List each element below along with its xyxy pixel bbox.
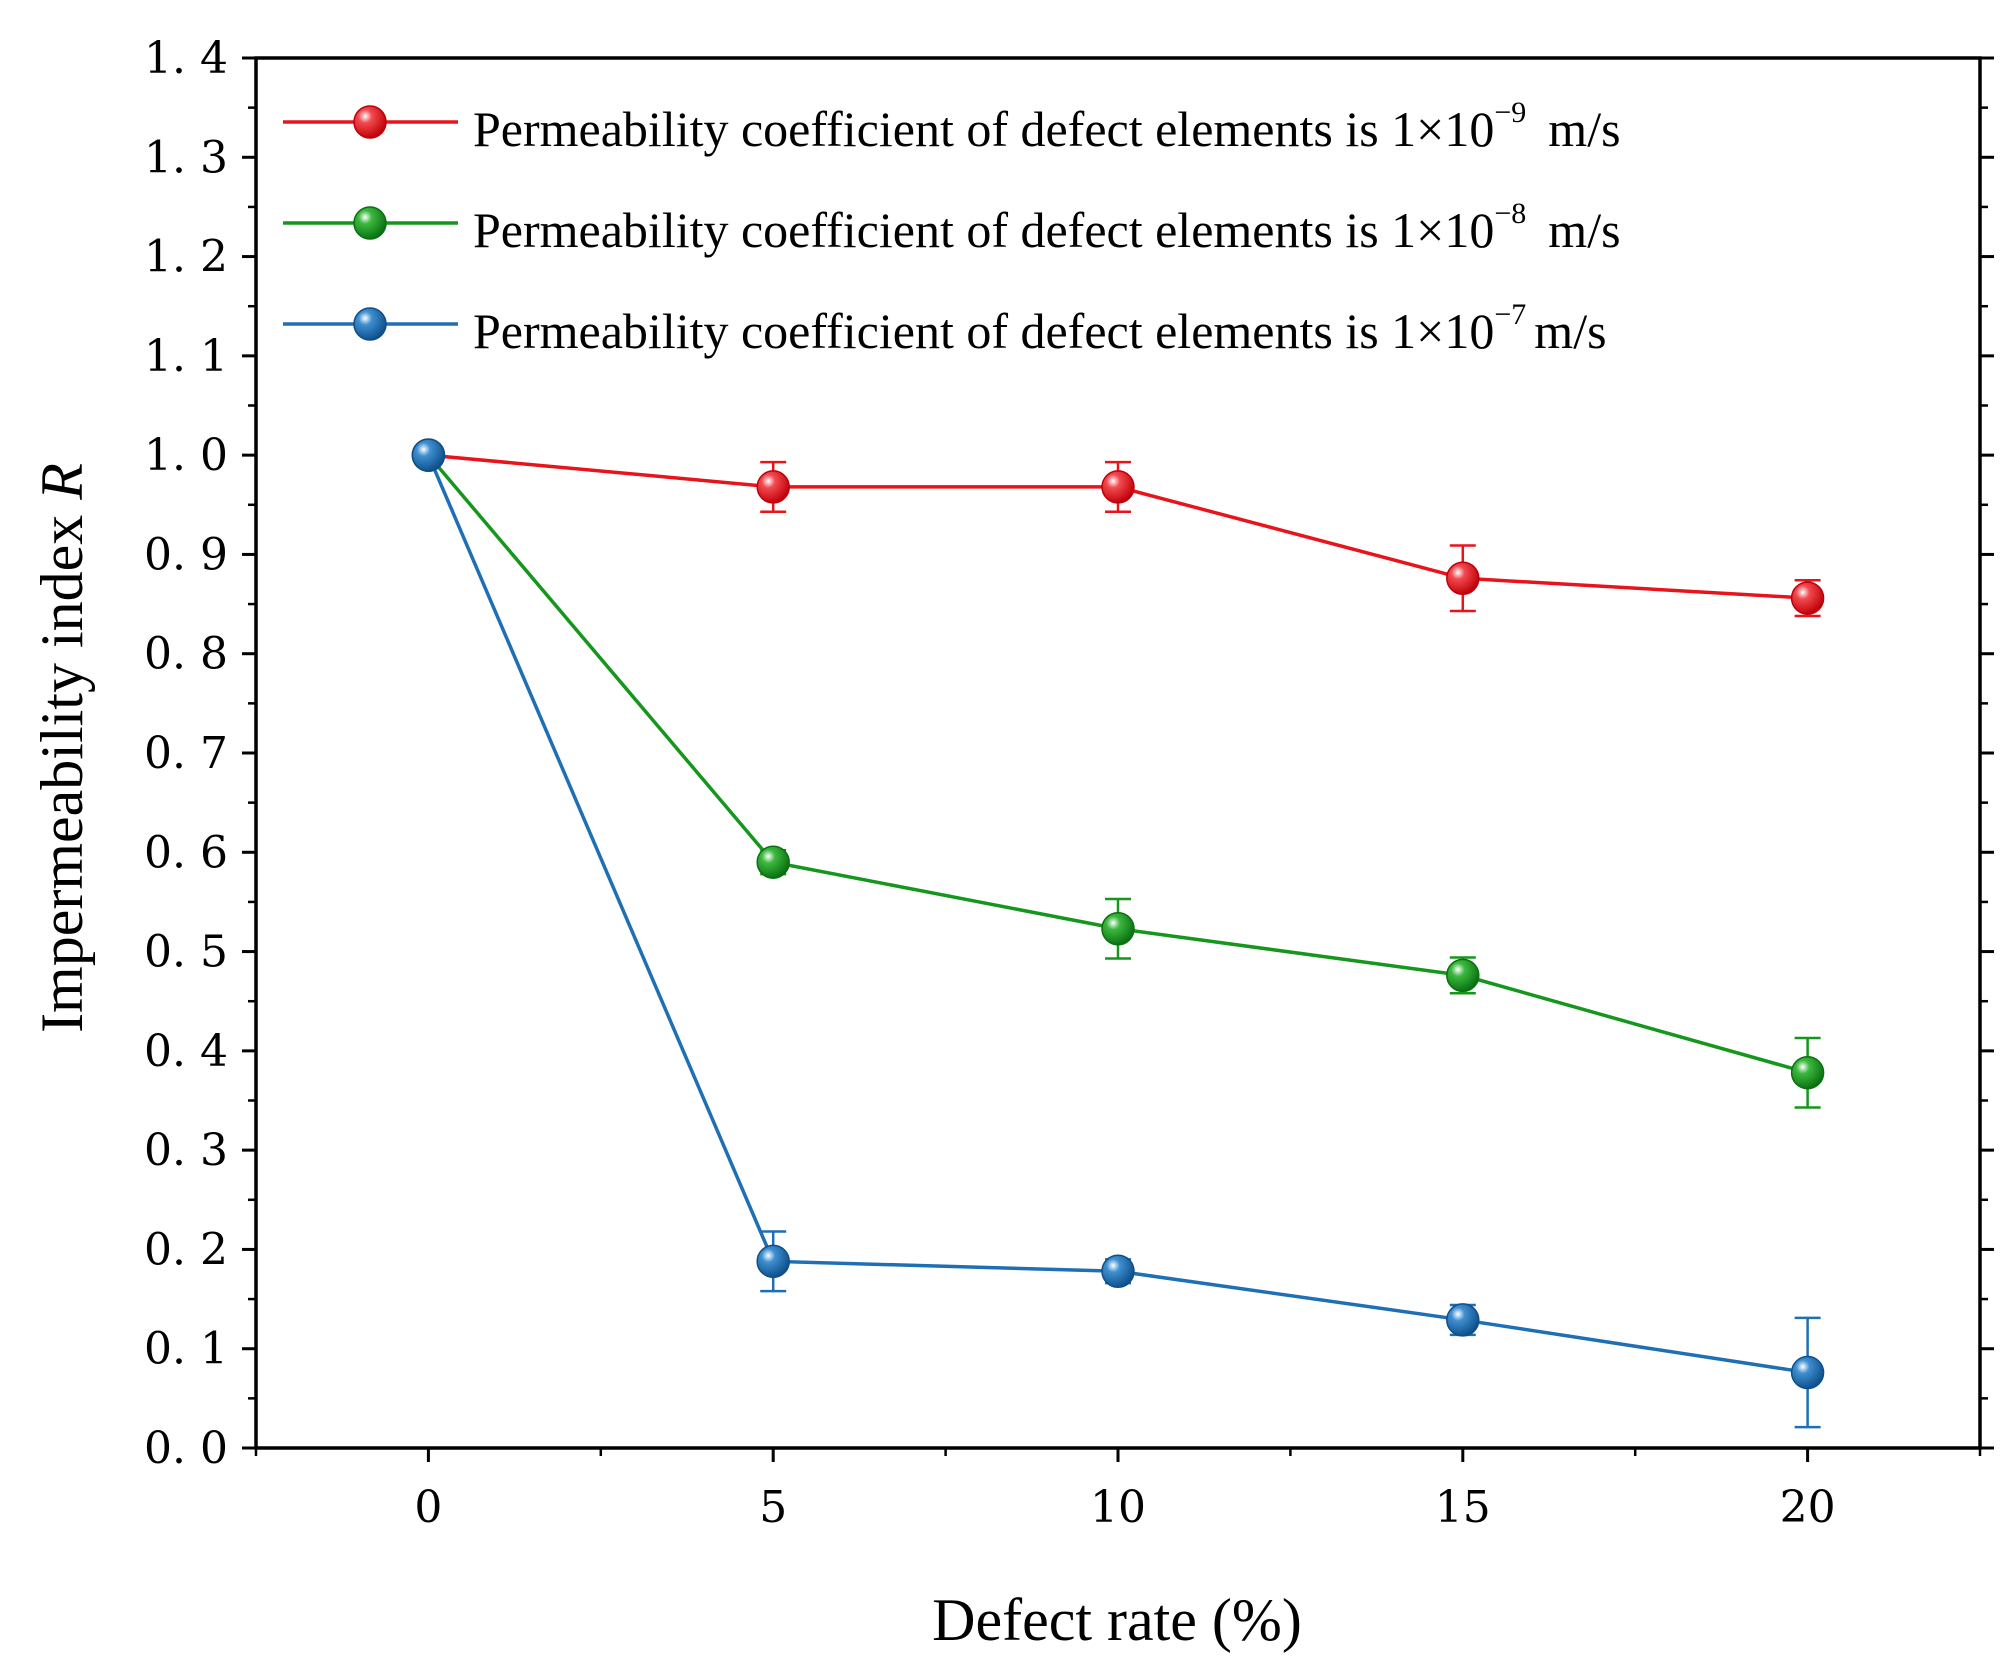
legend: Permeability coefficient of defect eleme… <box>283 96 1621 359</box>
y-axis-title: Impermeability index R <box>29 463 95 1033</box>
legend-entry-1: Permeability coefficient of defect eleme… <box>283 96 1621 157</box>
data-point <box>756 845 790 879</box>
y-tick-label: 1. 1 <box>144 331 228 382</box>
data-point <box>1101 1254 1135 1289</box>
data-point <box>1790 1055 1825 1090</box>
y-tick-label: 0. 2 <box>144 1224 228 1275</box>
y-tick-label: 0. 7 <box>144 728 228 779</box>
y-tick-label: 0. 3 <box>144 1125 228 1176</box>
data-point <box>1790 581 1825 615</box>
legend-entry-3: Permeability coefficient of defect eleme… <box>283 298 1607 359</box>
data-point <box>1446 958 1480 993</box>
y-tick-label: 0. 0 <box>144 1423 228 1474</box>
x-tick-label: 0 <box>414 1482 442 1533</box>
x-axis-ticks: 0 5 10 15 20 <box>254 1448 1982 1533</box>
y-tick-label: 1. 0 <box>144 430 228 481</box>
y-tick-label: 1. 4 <box>144 33 228 84</box>
x-axis-title: Defect rate (%) <box>932 1587 1302 1653</box>
plot-border <box>254 56 1982 1450</box>
x-tick-label: 15 <box>1435 1482 1491 1533</box>
y-tick-label: 1. 3 <box>144 132 228 183</box>
x-tick-label: 5 <box>759 1482 787 1533</box>
svg-text:Permeability coefficient of de: Permeability coefficient of defect eleme… <box>473 298 1607 359</box>
legend-entry-2: Permeability coefficient of defect eleme… <box>283 197 1621 258</box>
data-point <box>1446 1303 1480 1337</box>
data-point <box>756 470 790 504</box>
svg-text:Permeability coefficient of de: Permeability coefficient of defect eleme… <box>473 197 1621 258</box>
plot-frame <box>254 56 1982 1450</box>
data-point <box>1446 561 1480 596</box>
legend-marker-2 <box>353 206 387 240</box>
legend-exponent-1: −9 <box>1494 96 1526 129</box>
x-tick-label: 20 <box>1780 1482 1836 1533</box>
legend-unit-2: m/s <box>1548 202 1620 258</box>
legend-marker-3 <box>353 307 387 341</box>
y-tick-label: 0. 5 <box>144 927 228 978</box>
legend-marker-1 <box>353 105 387 139</box>
y-tick-label: 0. 9 <box>144 529 228 580</box>
y-tick-label: 0. 1 <box>144 1324 228 1375</box>
x-tick-label: 10 <box>1090 1482 1146 1533</box>
y-tick-label: 0. 6 <box>144 827 228 878</box>
data-point <box>1101 470 1135 504</box>
legend-label-2: Permeability coefficient of defect eleme… <box>473 202 1494 258</box>
svg-text:Permeability coefficient of de: Permeability coefficient of defect eleme… <box>473 96 1621 157</box>
y-tick-label: 0. 8 <box>144 629 228 680</box>
legend-label-1: Permeability coefficient of defect eleme… <box>473 101 1494 157</box>
y-tick-label: 0. 4 <box>144 1026 228 1077</box>
data-point <box>411 438 446 472</box>
series-2 <box>411 438 1825 1109</box>
y-tick-label: 1. 2 <box>144 232 228 283</box>
legend-unit-1: m/s <box>1548 101 1620 157</box>
data-point <box>1101 911 1135 946</box>
series-line <box>427 454 1809 1075</box>
legend-unit-3: m/s <box>1534 303 1606 359</box>
y-axis-ticks: 0. 0 0. 1 0. 2 0. 3 0. 4 0. 5 0. 6 0. 7 0. 8 0. 9… <box>144 33 1994 1474</box>
series-3 <box>411 438 1825 1429</box>
data-point <box>756 1244 790 1279</box>
series-group <box>411 438 1825 1429</box>
legend-label-3: Permeability coefficient of defect eleme… <box>473 303 1494 359</box>
legend-exponent-3: −7 <box>1494 298 1526 331</box>
data-point <box>1790 1355 1825 1390</box>
legend-exponent-2: −8 <box>1494 197 1526 230</box>
series-1 <box>411 438 1825 618</box>
